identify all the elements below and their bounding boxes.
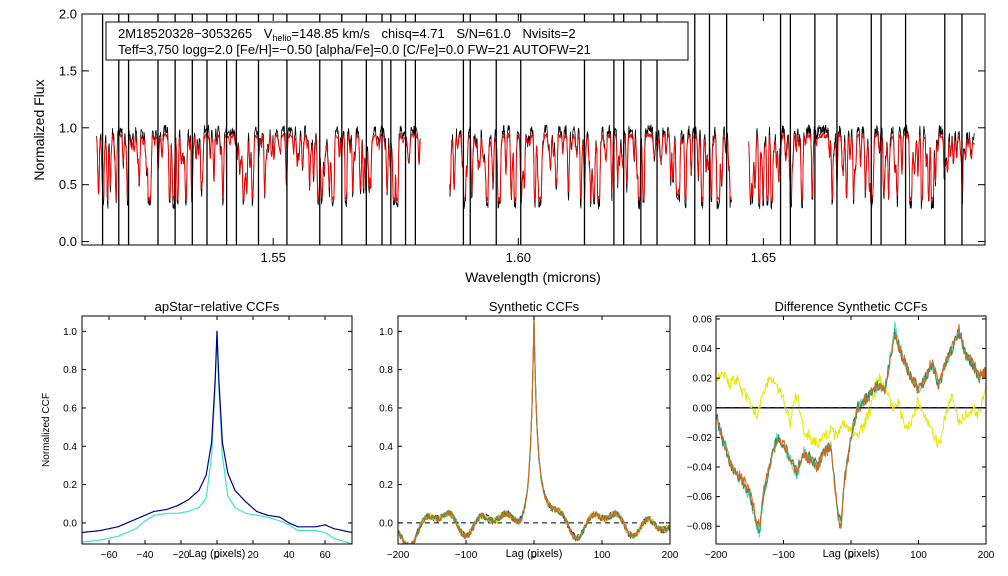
spectrum-y-axis-label: Normalized Flux xyxy=(31,79,47,180)
sn-value: S/N=61.0 xyxy=(456,26,511,41)
ccf3-series-line xyxy=(716,370,986,448)
ccf2-series-line xyxy=(398,316,670,544)
y-tick-label: 1.0 xyxy=(59,120,77,135)
ccf1-x-axis-label: Lag (pixels) xyxy=(189,548,246,560)
vhelio-subscript: helio xyxy=(272,33,291,43)
y-tick-label: 0.02 xyxy=(693,374,713,385)
spectrum-plot-frame xyxy=(81,13,986,246)
x-tick-label: 40 xyxy=(283,550,295,561)
y-tick-label: −0.06 xyxy=(687,492,713,503)
x-tick-label: 1.60 xyxy=(506,250,531,265)
ccf3-title: Difference Synthetic CCFs xyxy=(775,299,928,314)
synthetic-spectrum-segment xyxy=(449,132,732,202)
spectrum-annotation-box xyxy=(105,21,689,61)
y-tick-label: −0.02 xyxy=(687,433,713,444)
y-tick-label: 0.2 xyxy=(379,480,393,491)
spectrum-annotation-line1: 2M18520328−3053265 Vhelio=148.85 km/s ch… xyxy=(118,26,576,43)
ccf2-data-layer xyxy=(398,316,670,544)
ccf2-plot-frame xyxy=(397,315,671,545)
y-tick-label: 0.04 xyxy=(693,344,713,355)
y-tick-label: 0.4 xyxy=(379,442,393,453)
ccf2-title: Synthetic CCFs xyxy=(489,299,580,314)
x-tick-label: 200 xyxy=(662,550,679,561)
synthetic-spectrum-segment xyxy=(748,132,975,202)
ccf2-series-line xyxy=(398,316,670,544)
ccf1-panel: apStar−relative CCFs −60 −40 −20 0 20 40 60 0.0… xyxy=(41,299,353,561)
ccf3-axis-ticks: −200 −100 0 100 200 −0.08 −0.06 −0.04 −0.02 0.00 0… xyxy=(687,314,995,561)
ccf1-axis-ticks: −60 −40 −20 0 20 40 60 0.0 0.2 0.4 0.6 0.8 1.0 xyxy=(63,316,352,561)
ccf2-series-line xyxy=(398,320,670,544)
x-tick-label: 100 xyxy=(594,550,611,561)
spectrum-axis-ticks: 1.55 1.60 1.65 0.0 0.5 1.0 1.5 2.0 xyxy=(59,7,985,265)
x-tick-label: 1.55 xyxy=(261,250,286,265)
x-tick-label: 200 xyxy=(978,550,995,561)
y-tick-label: 0.5 xyxy=(59,177,77,192)
x-tick-label: −20 xyxy=(173,550,190,561)
vhelio-label: V xyxy=(264,26,273,41)
ccf1-data-layer xyxy=(82,330,352,544)
y-tick-label: 0.8 xyxy=(379,365,393,376)
ccf1-series-line xyxy=(82,330,352,534)
x-tick-label: 0 xyxy=(531,550,537,561)
y-tick-label: 0.2 xyxy=(63,480,77,491)
y-tick-label: 0.6 xyxy=(379,403,393,414)
y-tick-label: 0.0 xyxy=(59,234,77,249)
ccf1-plot-frame xyxy=(81,315,353,545)
spectrum-x-axis-label: Wavelength (microns) xyxy=(465,269,601,285)
y-tick-label: 0.6 xyxy=(63,403,77,414)
ccf2-axis-ticks: −200 −100 0 100 200 0.0 0.2 0.4 0.6 0.8 1.0 xyxy=(379,316,679,561)
y-tick-label: 0.00 xyxy=(693,403,713,414)
x-tick-label: −200 xyxy=(387,550,410,561)
spectrum-annotation-line2: Teff=3,750 logg=2.0 [Fe/H]=−0.50 [alpha/… xyxy=(118,42,591,57)
x-tick-label: 20 xyxy=(247,550,259,561)
x-tick-label: −200 xyxy=(705,550,728,561)
chisq-value: chisq=4.71 xyxy=(381,26,444,41)
y-tick-label: 0.4 xyxy=(63,442,77,453)
x-tick-label: 0 xyxy=(214,550,220,561)
x-tick-label: −60 xyxy=(101,550,118,561)
y-tick-label: −0.08 xyxy=(687,522,713,533)
ccf3-data-layer xyxy=(716,321,986,538)
ccf1-title: apStar−relative CCFs xyxy=(155,299,280,314)
ccf2-series-line xyxy=(398,319,670,544)
ccf2-panel: Synthetic CCFs −200 −100 0 100 200 0.0 0.2 0.4 0… xyxy=(379,299,679,561)
vhelio-value: =148.85 km/s xyxy=(291,26,370,41)
y-tick-label: 2.0 xyxy=(59,7,77,22)
x-tick-label: −100 xyxy=(772,550,795,561)
x-tick-label: −100 xyxy=(455,550,478,561)
x-tick-label: 100 xyxy=(910,550,927,561)
y-tick-label: 1.5 xyxy=(59,63,77,78)
y-tick-label: 0.8 xyxy=(63,365,77,376)
ccf1-y-axis-label: Normalized CCF xyxy=(41,393,52,467)
ccf3-series-line xyxy=(716,323,986,529)
x-tick-label: 0 xyxy=(848,550,854,561)
spectrum-panel: 1.55 1.60 1.65 0.0 0.5 1.0 1.5 2.0 2M18520328−3… xyxy=(31,7,986,285)
ccf1-series-line xyxy=(82,330,352,544)
y-tick-label: 0.0 xyxy=(379,518,393,529)
x-tick-label: 60 xyxy=(319,550,331,561)
y-tick-label: 1.0 xyxy=(379,327,393,338)
y-tick-label: 0.06 xyxy=(693,314,713,325)
nvisits-value: Nvisits=2 xyxy=(523,26,576,41)
y-tick-label: −0.04 xyxy=(687,463,713,474)
ccf3-x-axis-label: Lag (pixels) xyxy=(823,548,880,560)
x-tick-label: 1.65 xyxy=(751,250,776,265)
ccf2-series-line xyxy=(398,318,670,544)
ccf2-x-axis-label: Lag (pixels) xyxy=(506,548,563,560)
x-tick-label: −40 xyxy=(137,550,154,561)
object-id: 2M18520328−3053265 xyxy=(118,26,252,41)
y-tick-label: 0.0 xyxy=(63,518,77,529)
ccf3-panel: Difference Synthetic CCFs −200 −100 0 100 20… xyxy=(687,299,995,561)
y-tick-label: 1.0 xyxy=(63,327,77,338)
